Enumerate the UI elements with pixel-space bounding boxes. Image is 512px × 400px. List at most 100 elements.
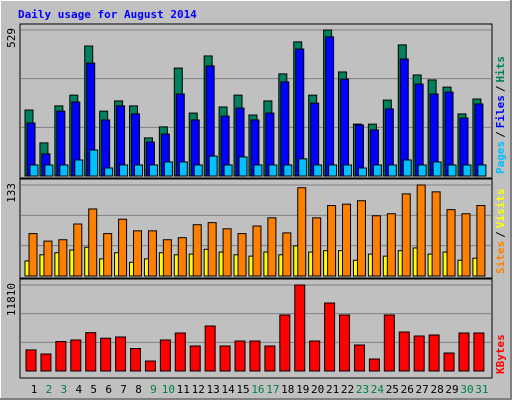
bar: [340, 78, 350, 177]
bar: [178, 161, 188, 177]
bar: [223, 164, 233, 177]
x-tick-label: 25: [386, 383, 399, 396]
bar: [279, 314, 291, 372]
bar: [431, 191, 441, 277]
bar: [297, 187, 307, 277]
bar: [144, 360, 156, 372]
bar: [283, 164, 293, 177]
bar: [295, 48, 305, 177]
bar: [324, 302, 336, 372]
bar: [189, 345, 201, 372]
bar: [298, 158, 308, 177]
x-tick-label: 2: [46, 383, 53, 396]
y-tick-label: 11810: [5, 283, 18, 316]
bar: [428, 334, 440, 372]
x-tick-label: 30: [460, 383, 473, 396]
x-tick-label: 29: [445, 383, 458, 396]
bar: [133, 230, 143, 277]
x-tick-label: 11: [177, 383, 190, 396]
bar: [85, 332, 97, 372]
bar: [253, 164, 263, 177]
bar: [447, 164, 457, 177]
bar: [148, 164, 158, 177]
x-tick-label: 7: [120, 383, 127, 396]
x-tick-label: 13: [207, 383, 220, 396]
bar: [249, 340, 261, 372]
bar: [58, 239, 68, 277]
bar: [73, 223, 83, 277]
x-tick-label: 28: [430, 383, 443, 396]
x-tick-label: 19: [296, 383, 309, 396]
legend-entry: KBytes: [494, 334, 507, 374]
x-tick-label: 26: [401, 383, 414, 396]
bar: [294, 284, 306, 372]
bar: [43, 240, 53, 277]
bar: [399, 58, 409, 177]
bar: [118, 218, 128, 277]
bar: [59, 164, 69, 177]
bar: [238, 156, 248, 177]
x-tick-label: 23: [356, 383, 369, 396]
bar: [443, 352, 455, 372]
bar: [130, 347, 142, 372]
bar: [89, 149, 99, 177]
bar: [446, 209, 456, 277]
bar: [40, 353, 52, 372]
bar: [458, 332, 470, 372]
bar: [237, 233, 247, 277]
x-tick-label: 12: [192, 383, 205, 396]
bar: [55, 340, 67, 372]
bar: [342, 203, 352, 277]
x-tick-label: 20: [311, 383, 324, 396]
bar: [234, 340, 246, 372]
bar: [414, 83, 424, 177]
bar: [159, 339, 171, 372]
legend: Sites / Visits: [494, 189, 507, 275]
bar: [252, 225, 262, 277]
bar: [401, 193, 411, 277]
bar: [219, 345, 231, 372]
bar: [327, 205, 337, 277]
bar: [162, 239, 172, 277]
bar: [207, 222, 217, 277]
legend: KBytes: [494, 334, 507, 374]
bar: [115, 336, 127, 372]
x-tick-label: 15: [236, 383, 249, 396]
bar: [44, 164, 54, 177]
legend-entry: Files: [494, 95, 507, 128]
bar: [104, 167, 114, 177]
legend-entry: Sites: [494, 241, 507, 274]
bar: [29, 164, 39, 177]
legend-entry: Hits: [494, 56, 507, 83]
bar: [268, 164, 278, 177]
bar: [416, 184, 426, 277]
bar: [413, 335, 425, 372]
bar: [477, 164, 487, 177]
bar: [357, 167, 367, 177]
bar: [174, 332, 186, 372]
x-tick-label: 31: [475, 383, 488, 396]
bar: [70, 339, 82, 372]
bar: [208, 155, 218, 177]
bar: [103, 233, 113, 277]
bar: [371, 215, 381, 277]
bar: [74, 159, 84, 177]
bar: [398, 331, 410, 372]
bar: [325, 36, 335, 177]
bar: [88, 208, 98, 277]
bar: [119, 164, 129, 177]
bar: [417, 164, 427, 177]
bar: [193, 164, 203, 177]
bar: [473, 332, 485, 372]
legend: Pages / Files / Hits: [494, 56, 507, 174]
bar: [339, 314, 351, 372]
bar: [222, 228, 232, 277]
legend-separator: /: [494, 85, 507, 92]
legend-separator: /: [494, 131, 507, 138]
x-tick-label: 1: [31, 383, 38, 396]
x-tick-label: 17: [266, 383, 279, 396]
bar: [353, 344, 365, 372]
legend-entry: Visits: [494, 189, 507, 229]
